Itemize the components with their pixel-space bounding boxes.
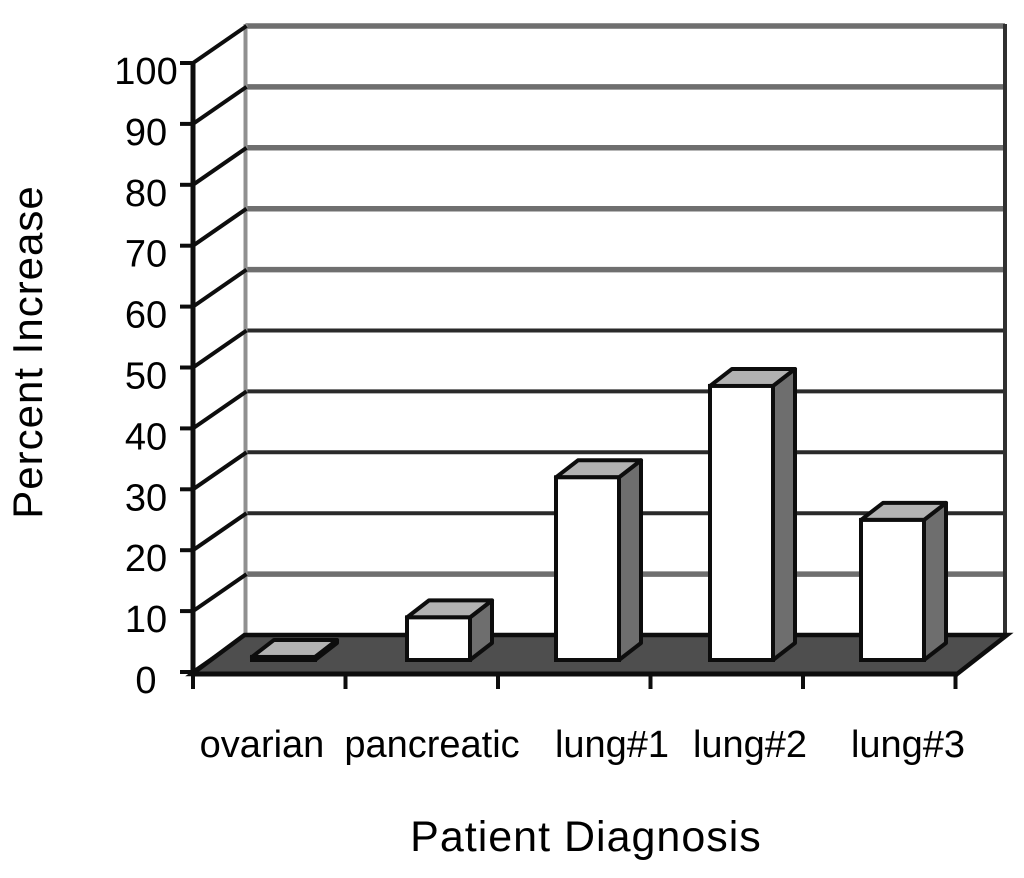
tick-connector-30	[191, 450, 248, 491]
y-tick-label-60: 60	[125, 295, 167, 337]
tick-connector-80	[191, 146, 248, 187]
y-tick-label-0: 0	[135, 660, 156, 702]
x-category-label-lung-1: lung#1	[555, 724, 669, 766]
tick-connector-70	[191, 207, 248, 248]
tick-connector-90	[191, 85, 248, 126]
x-category-label-ovarian: ovarian	[200, 724, 325, 766]
tick-connector-50	[191, 328, 248, 370]
tick-connector-60	[191, 267, 248, 309]
tick-connector-100	[191, 24, 248, 65]
y-tick-label-20: 20	[125, 538, 167, 580]
y-tick-label-90: 90	[125, 112, 167, 154]
y-tick-label-80: 80	[125, 173, 167, 215]
y-tick-label-70: 70	[125, 234, 167, 276]
tick-connector-20	[191, 511, 248, 552]
back-wall	[243, 23, 1007, 637]
bar-front-face	[250, 654, 317, 663]
bar-lung-1	[554, 458, 643, 662]
bar-front-face	[859, 517, 926, 662]
tick-connector-40	[191, 389, 248, 431]
y-tick-label-50: 50	[125, 356, 167, 398]
bar-pancreatic	[405, 598, 494, 662]
y-tick-label-10: 10	[125, 599, 167, 641]
tick-connectors	[191, 24, 248, 674]
tick-connector-10	[191, 572, 248, 613]
bar-front-face	[708, 383, 775, 662]
x-category-label-lung-3: lung#3	[851, 724, 965, 766]
x-category-label-lung-2: lung#2	[693, 724, 807, 766]
bar-front-face	[405, 615, 472, 662]
x-category-label-pancreatic: pancreatic	[344, 724, 519, 766]
y-tick-label-40: 40	[125, 416, 167, 458]
x-axis-title: Patient Diagnosis	[410, 813, 762, 861]
bar-side-face	[922, 500, 948, 662]
y-tick-label-30: 30	[125, 477, 167, 519]
y-tick-label-100: 100	[114, 51, 177, 93]
y-axis-title: Percent Increase	[4, 185, 51, 519]
bar-side-face	[771, 366, 797, 662]
bar-front-face	[554, 475, 621, 662]
bar-lung-3	[859, 500, 948, 662]
axes	[180, 61, 958, 689]
bar-ovarian	[250, 637, 339, 663]
bars	[250, 366, 948, 663]
bar-lung-2	[708, 366, 797, 662]
axis-tick-labels: 0 10 20 30 40 50 60 70 80 90 100 ovarian pancreatic l…	[114, 51, 965, 766]
bar-side-face	[617, 458, 643, 662]
